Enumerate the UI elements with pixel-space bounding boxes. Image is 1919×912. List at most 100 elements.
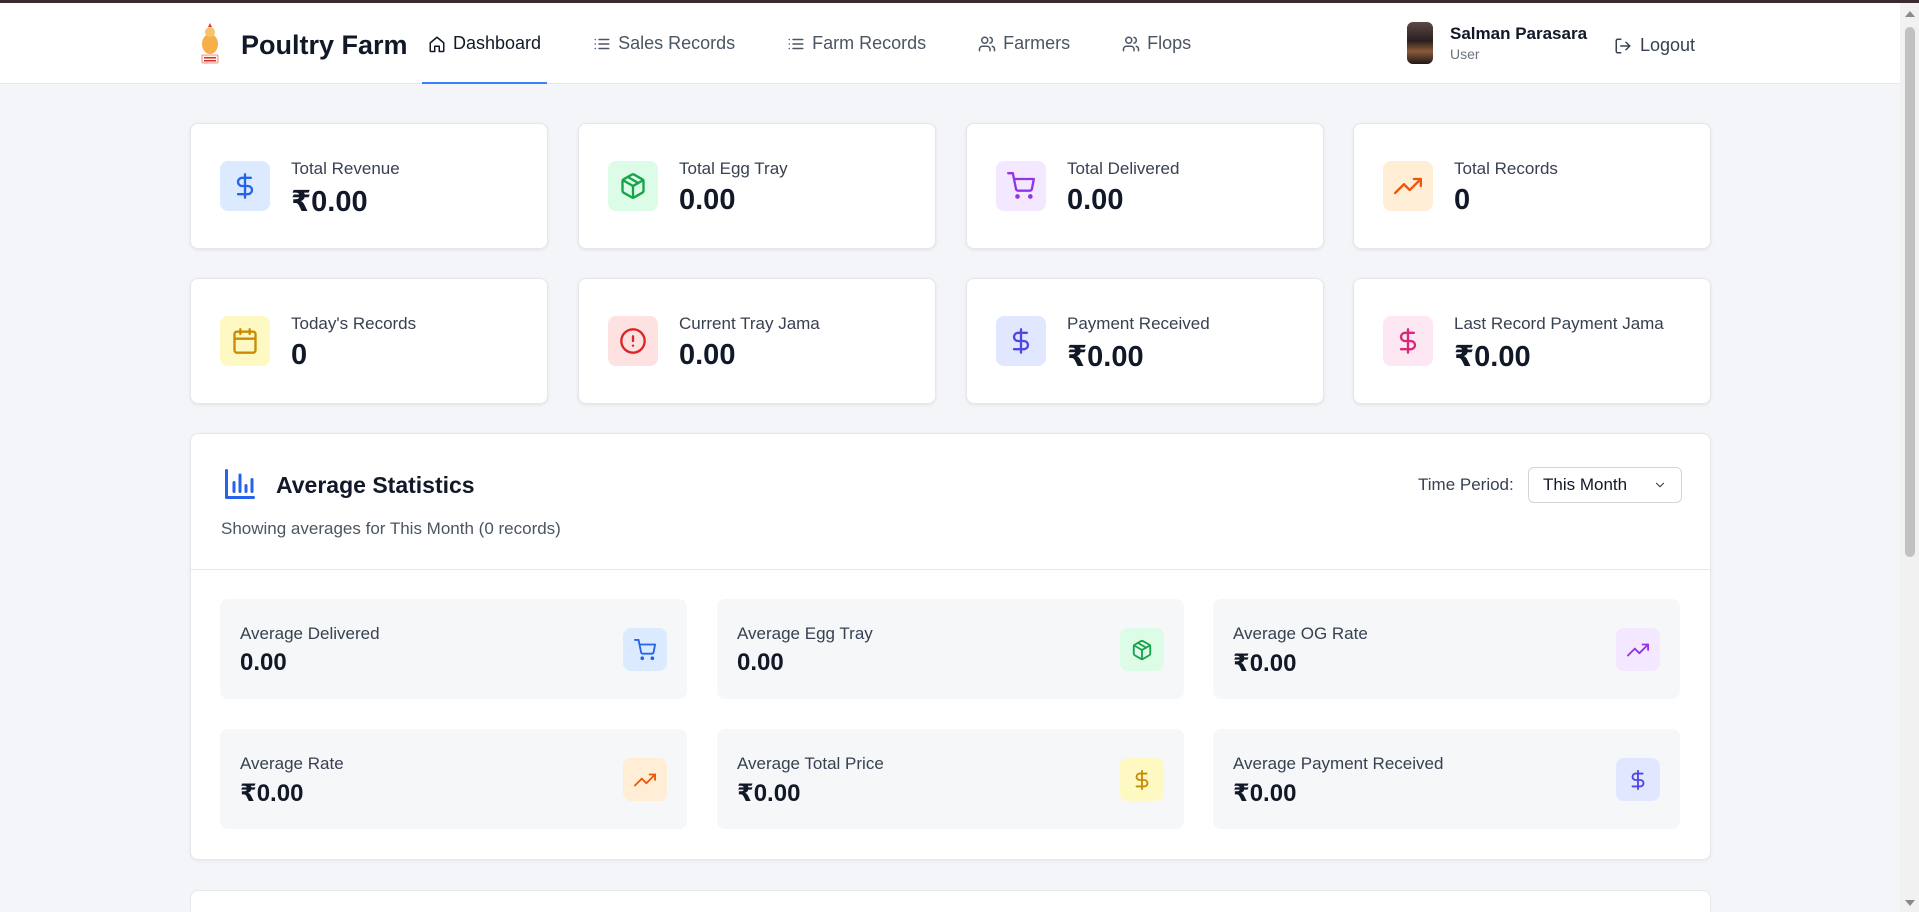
avg-label: Average Delivered (240, 624, 380, 643)
next-section-card (190, 890, 1711, 912)
stat-value: ₹0.00 (1067, 341, 1144, 373)
avg-icon-box (623, 758, 667, 801)
trending-up-icon (634, 773, 656, 786)
logout-button[interactable]: Logout (1614, 35, 1695, 56)
avg-icon-box (1616, 758, 1660, 801)
nav-label: Sales Records (618, 33, 736, 53)
dollar-icon (1631, 769, 1645, 790)
stat-icon-box (996, 161, 1046, 211)
avg-value: 0.00 (240, 649, 287, 676)
stat-icon-box (1383, 161, 1433, 211)
avg-icon-box (623, 628, 667, 671)
nav-item-farm-records[interactable]: Farm Records (781, 3, 932, 84)
avg-card-og-rate: Average OG Rate ₹0.00 (1213, 599, 1680, 699)
dollar-icon (1135, 769, 1149, 790)
avg-label: Average OG Rate (1233, 624, 1368, 643)
avg-label: Average Total Price (737, 754, 884, 773)
cart-icon (1007, 172, 1035, 199)
average-statistics-panel: Average Statistics Showing averages for … (190, 433, 1711, 860)
brand-title[interactable]: Poultry Farm (241, 30, 408, 60)
nav-label: Dashboard (453, 33, 542, 53)
stat-label: Total Egg Tray (679, 159, 788, 178)
time-period-label: Time Period: (1418, 475, 1514, 494)
alert-circle-icon (620, 328, 646, 354)
avg-icon-box (1120, 758, 1164, 801)
avg-value: ₹0.00 (737, 780, 801, 807)
stat-card-todays-records: Today's Records 0 (190, 278, 548, 404)
list-icon (788, 38, 804, 49)
stat-card-total-records: Total Records 0 (1353, 123, 1711, 249)
top-navbar: Poultry Farm Dashboard Sales Records Far… (0, 3, 1900, 84)
cart-icon (634, 638, 656, 660)
user-name: Salman Parasara (1450, 24, 1588, 43)
users-icon (978, 36, 996, 51)
avatar (1407, 22, 1433, 64)
avg-value: ₹0.00 (1233, 780, 1297, 807)
nav-item-farmers[interactable]: Farmers (972, 3, 1076, 84)
stat-icon-box (220, 161, 270, 211)
stat-label: Total Delivered (1067, 159, 1180, 178)
stat-card-last-record-payment-jama: Last Record Payment Jama ₹0.00 (1353, 278, 1711, 404)
stat-label: Today's Records (291, 314, 417, 333)
panel-title: Average Statistics (276, 472, 475, 498)
scroll-down-arrow-icon[interactable] (1905, 900, 1915, 906)
avg-label: Average Egg Tray (737, 624, 873, 643)
page-scrollbar[interactable] (1900, 3, 1919, 912)
avg-label: Average Payment Received (1233, 754, 1444, 773)
stat-label: Current Tray Jama (679, 314, 820, 333)
stat-value: ₹0.00 (291, 186, 368, 218)
nav-label: Flops (1147, 33, 1192, 53)
list-icon (594, 38, 610, 49)
avg-label: Average Rate (240, 754, 344, 773)
stat-card-total-revenue: Total Revenue ₹0.00 (190, 123, 548, 249)
home-icon (429, 36, 445, 52)
bar-chart-icon (225, 469, 255, 499)
logout-icon (1615, 38, 1631, 53)
stat-value: 0.00 (679, 184, 736, 216)
stat-value: 0 (291, 339, 308, 371)
avg-card-payment-received: Average Payment Received ₹0.00 (1213, 729, 1680, 829)
stat-value: 0.00 (679, 339, 736, 371)
avg-value: ₹0.00 (1233, 650, 1297, 677)
avg-icon-box (1120, 628, 1164, 671)
scroll-up-arrow-icon[interactable] (1905, 11, 1915, 17)
user-profile[interactable]: Salman Parasara User (1407, 22, 1587, 64)
nav-item-sales-records[interactable]: Sales Records (587, 3, 741, 84)
stat-value: 0.00 (1067, 184, 1124, 216)
user-role: User (1450, 46, 1480, 62)
package-icon (621, 173, 645, 199)
window-top-border (0, 0, 1919, 3)
avg-value: 0.00 (737, 649, 784, 676)
avg-card-delivered: Average Delivered 0.00 (220, 599, 687, 699)
avg-value: ₹0.00 (240, 780, 304, 807)
stat-card-current-tray-jama: Current Tray Jama 0.00 (578, 278, 936, 404)
stat-label: Last Record Payment Jama (1454, 314, 1664, 333)
stat-icon-box (1383, 316, 1433, 366)
stat-value: ₹0.00 (1454, 341, 1531, 373)
stat-card-payment-received: Payment Received ₹0.00 (966, 278, 1324, 404)
nav-label: Farmers (1003, 33, 1071, 53)
stat-icon-box (220, 316, 270, 366)
users-icon (1122, 36, 1140, 51)
stat-icon-box (996, 316, 1046, 366)
chicken-logo-icon (201, 23, 219, 64)
avg-card-rate: Average Rate ₹0.00 (220, 729, 687, 829)
scrollbar-thumb[interactable] (1905, 27, 1915, 557)
package-icon (1132, 639, 1152, 660)
stat-label: Total Records (1454, 159, 1558, 178)
calendar-icon (233, 328, 257, 354)
nav-item-flops[interactable]: Flops (1116, 3, 1197, 84)
logout-label: Logout (1640, 35, 1696, 55)
main-nav: Dashboard Sales Records Farm Records Far… (422, 3, 1237, 84)
avg-card-egg-tray: Average Egg Tray 0.00 (717, 599, 1184, 699)
stat-label: Payment Received (1067, 314, 1210, 333)
dollar-icon (236, 173, 254, 199)
trending-up-icon (1394, 177, 1422, 195)
nav-item-dashboard[interactable]: Dashboard (422, 3, 548, 84)
stat-card-total-egg-tray: Total Egg Tray 0.00 (578, 123, 936, 249)
stat-label: Total Revenue (291, 159, 400, 178)
time-period-select[interactable]: This Month (1528, 467, 1682, 503)
stat-icon-box (608, 316, 658, 366)
panel-subtitle: Showing averages for This Month (0 recor… (221, 519, 561, 538)
time-period-value: This Month (1543, 475, 1628, 494)
